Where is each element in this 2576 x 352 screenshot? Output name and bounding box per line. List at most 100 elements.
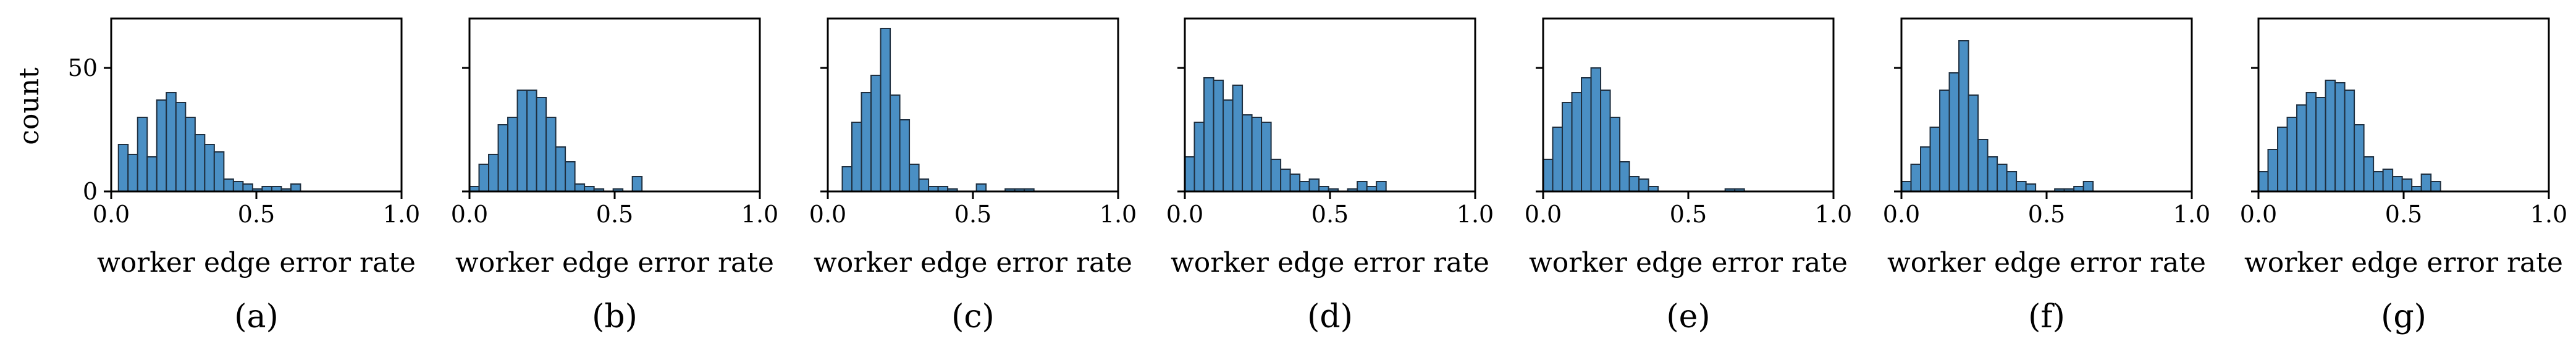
- x-tick-label: 1.0: [1457, 201, 1494, 228]
- histogram-bar: [1920, 146, 1931, 192]
- histogram-bar: [2025, 183, 2037, 192]
- x-tick-label: 0.0: [1883, 201, 1920, 228]
- histogram-bar: [1261, 122, 1272, 192]
- histogram-bar: [1638, 178, 1649, 192]
- histogram-bar: [2267, 149, 2279, 192]
- x-axis-label: worker edge error rate: [2244, 247, 2563, 279]
- histogram-bar: [1223, 99, 1234, 192]
- histogram-bar: [918, 178, 930, 192]
- histogram-bar: [2016, 181, 2027, 192]
- histogram-bar: [1929, 127, 1941, 192]
- x-tick-label: 0.0: [809, 201, 846, 228]
- panel-2: 0.0 0.5 1.0 worker edge error rate (b): [451, 17, 778, 335]
- histogram-bar: [545, 117, 557, 192]
- x-tick-label: 0.0: [1166, 201, 1203, 228]
- histogram-bar: [204, 144, 215, 192]
- y-axis-label: count: [14, 67, 45, 145]
- histogram-bar: [507, 117, 518, 192]
- histogram-bar: [1901, 181, 1912, 192]
- panel-1: 0.0 0.5 1.0 0 50 worker edge error rate (a): [68, 17, 420, 335]
- x-tick-label: 0.5: [238, 201, 275, 228]
- panel-3: 0.0 0.5 1.0 worker edge error rate (c): [809, 17, 1137, 335]
- histogram-bar: [1193, 122, 1205, 192]
- histogram-bar: [242, 183, 253, 192]
- histogram-bar: [117, 144, 129, 192]
- histogram-bar: [232, 181, 244, 192]
- histogram-bar: [1232, 85, 1244, 192]
- panel-label: (e): [1666, 298, 1710, 335]
- panel-label: (a): [234, 298, 279, 335]
- histogram-bar: [2277, 127, 2288, 192]
- histogram-bar: [1213, 80, 1224, 192]
- x-tick-label: 0.0: [2240, 201, 2277, 228]
- histogram-bar: [880, 28, 891, 192]
- x-axis-label: worker edge error rate: [814, 247, 1132, 279]
- x-axis-label: worker edge error rate: [1529, 247, 1848, 279]
- panel-label: (d): [1307, 298, 1353, 335]
- histogram-bar: [1308, 178, 1320, 192]
- histogram-bar: [2315, 97, 2326, 192]
- histogram-bar: [536, 97, 547, 192]
- histogram-bar: [2006, 171, 2018, 192]
- histogram-bar: [478, 164, 490, 192]
- histogram-bar: [1948, 72, 1960, 192]
- histogram-bar: [1977, 139, 1989, 192]
- histogram-bar: [223, 178, 234, 192]
- x-tick-label: 1.0: [2530, 201, 2567, 228]
- histogram-bar: [2382, 169, 2394, 192]
- histogram-bar: [2420, 174, 2432, 192]
- panel-label: (g): [2381, 298, 2427, 335]
- histogram-bar: [899, 119, 911, 192]
- histogram-bar: [909, 164, 920, 192]
- histogram-bar: [166, 92, 177, 192]
- histogram-bar: [1910, 164, 1922, 192]
- histogram-bar: [870, 75, 882, 192]
- histogram-bar: [2354, 124, 2365, 192]
- histogram-bar: [1987, 156, 1998, 192]
- histogram-bar: [1289, 174, 1301, 192]
- histogram-bar: [1997, 164, 2008, 192]
- histogram-bar: [516, 90, 528, 192]
- histogram-bar: [1628, 176, 1640, 192]
- y-tick-label: 0: [83, 178, 98, 205]
- histogram-bar: [213, 151, 225, 192]
- histogram-bar: [975, 183, 987, 192]
- histogram-bar: [2082, 181, 2094, 192]
- y-tick-label: 50: [68, 54, 98, 82]
- x-tick-label: 1.0: [1815, 201, 1852, 228]
- x-tick-label: 1.0: [741, 201, 778, 228]
- histogram-bar: [2305, 92, 2317, 192]
- histogram-bar: [2344, 90, 2355, 192]
- x-tick-label: 1.0: [1100, 201, 1137, 228]
- histogram-bar: [290, 183, 301, 192]
- histogram-bar: [1543, 159, 1554, 192]
- panel-label: (f): [2028, 298, 2065, 335]
- histogram-bar: [1270, 159, 1282, 192]
- histogram-bar: [1280, 169, 1291, 192]
- histogram-bar: [1251, 117, 1263, 192]
- x-tick-label: 0.5: [596, 201, 633, 228]
- histogram-bar: [1581, 77, 1592, 192]
- panel-5: 0.0 0.5 1.0 worker edge error rate (e): [1525, 17, 1852, 335]
- histogram-bar: [2334, 82, 2346, 192]
- histogram-bar: [565, 161, 576, 192]
- histogram-bar: [574, 183, 586, 192]
- histogram-bar: [2258, 171, 2269, 192]
- histogram-bar: [1376, 181, 1387, 192]
- x-tick-label: 0.0: [93, 201, 130, 228]
- histogram-bar: [185, 117, 196, 192]
- histogram-bar: [890, 94, 901, 192]
- x-axis-label: worker edge error rate: [1887, 247, 2206, 279]
- histogram-bar: [2296, 104, 2307, 192]
- x-tick-label: 0.5: [1311, 201, 1349, 228]
- histogram-bar: [631, 176, 643, 192]
- x-tick-label: 1.0: [383, 201, 420, 228]
- histogram-bar: [175, 102, 187, 192]
- x-tick-label: 1.0: [2173, 201, 2210, 228]
- x-tick-label: 0.5: [2385, 201, 2422, 228]
- histogram-bar: [1958, 40, 1969, 192]
- x-axis-label: worker edge error rate: [455, 247, 774, 279]
- histogram-bar: [488, 154, 499, 192]
- histogram-bar: [1299, 181, 1310, 192]
